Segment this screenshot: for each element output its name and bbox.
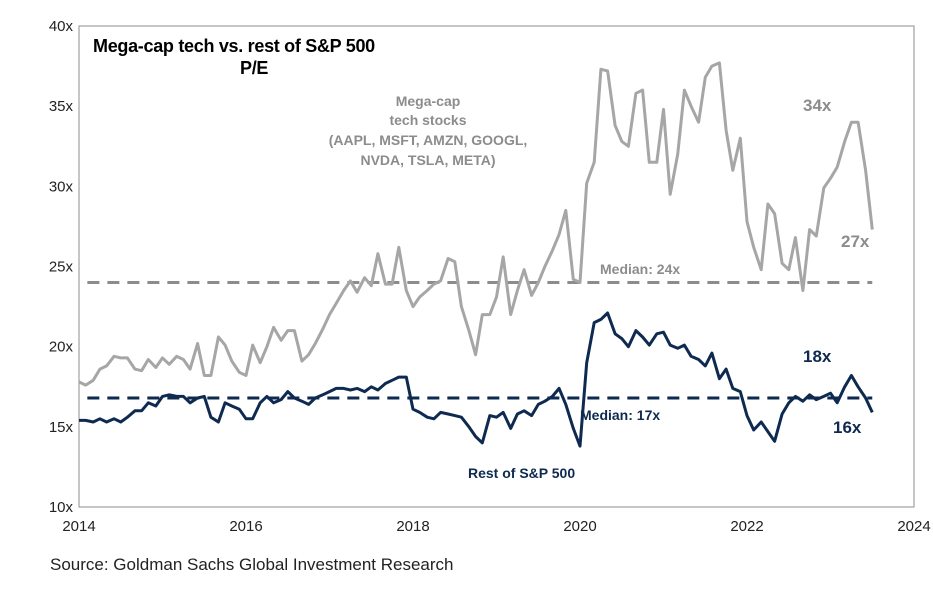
y-tick-label: 35x [49,98,74,115]
x-tick-label: 2014 [62,518,95,535]
rest-end-label: 16x [833,418,862,437]
mega-cap-peak-label: 34x [803,96,832,115]
chart-subtitle: P/E [240,58,268,78]
y-tick-label: 30x [49,178,74,195]
y-axis-ticks: 10x 15x 20x 25x 30x 35x 40x [49,18,74,516]
y-tick-label: 10x [49,499,74,516]
series-line-rest [79,311,874,448]
mega-cap-label-line-2: tech stocks [389,112,466,128]
y-tick-label: 40x [49,18,74,35]
x-tick-label: 2018 [396,518,429,535]
x-tick-label: 2020 [563,518,596,535]
y-tick-label: 15x [49,419,74,436]
y-tick-label: 25x [49,259,74,276]
x-tick-label: 2022 [730,518,763,535]
series-line-mega-cap [78,61,874,387]
mega-cap-label-line-1: Mega-cap [396,93,461,109]
rest-of-sp500-label: Rest of S&P 500 [468,465,575,481]
y-tick-label: 20x [49,339,74,356]
median-label-rest: Median: 17x [580,407,660,423]
mega-cap-label-line-4: NVDA, TSLA, META) [360,152,495,168]
x-tick-label: 2024 [897,518,930,535]
x-tick-label: 2016 [229,518,262,535]
mega-cap-end-label: 27x [841,232,870,251]
mega-cap-label: Mega-cap tech stocks (AAPL, MSFT, AMZN, … [329,93,528,168]
median-label-mega-cap: Median: 24x [600,261,680,277]
source-note: Source: Goldman Sachs Global Investment … [50,555,454,574]
plot-frame [78,25,915,508]
mega-cap-label-line-3: (AAPL, MSFT, AMZN, GOOGL, [329,132,528,148]
rest-peak-label: 18x [803,347,832,366]
chart-title: Mega-cap tech vs. rest of S&P 500 [93,36,375,56]
x-axis-ticks: 2014 2016 2018 2020 2022 2024 [62,518,930,535]
